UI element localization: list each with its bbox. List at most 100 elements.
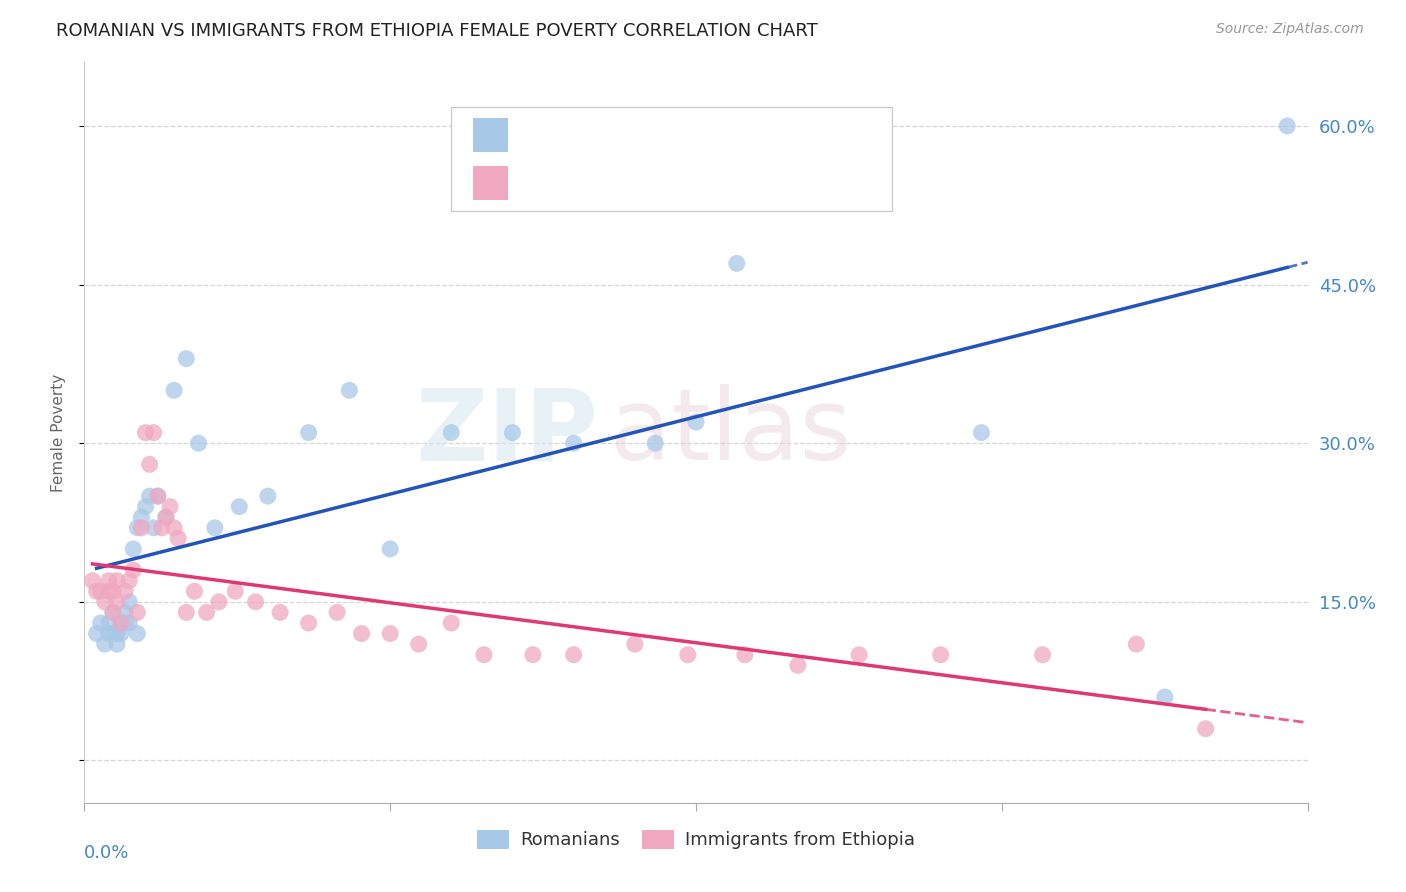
Point [1125,637,1147,651]
Point [159,500,181,514]
Point [150,521,173,535]
Point [676,648,699,662]
Point [472,648,495,662]
Point [118,615,141,630]
Point [408,637,430,651]
Point [97,574,120,588]
Point [105,574,128,588]
Point [339,384,361,398]
Point [848,648,870,662]
Point [101,606,124,620]
Point [86,584,108,599]
Point [86,626,108,640]
Point [155,510,177,524]
Point [624,637,647,651]
Point [644,436,666,450]
Y-axis label: Female Poverty: Female Poverty [51,374,66,491]
Point [440,615,463,630]
Point [380,541,402,556]
Point [97,626,120,640]
Point [146,489,169,503]
Legend: Romanians, Immigrants from Ethiopia: Romanians, Immigrants from Ethiopia [470,822,922,856]
Point [122,563,145,577]
Point [208,595,231,609]
Point [105,595,128,609]
Point [183,584,205,599]
Point [326,606,349,620]
Point [155,510,177,524]
Point [298,425,321,440]
Point [101,584,124,599]
Point [105,626,128,640]
Point [562,648,585,662]
FancyBboxPatch shape [474,119,508,152]
Point [97,584,120,599]
Point [929,648,952,662]
Point [118,595,141,609]
Point [1195,722,1218,736]
Point [174,351,197,366]
Point [195,606,218,620]
Point [725,256,748,270]
Point [135,425,157,440]
Point [350,626,373,640]
Point [187,436,209,450]
Point [90,584,112,599]
Point [167,532,190,546]
Point [204,521,226,535]
Point [118,574,141,588]
Point [90,615,112,630]
FancyBboxPatch shape [451,107,891,211]
Point [142,425,165,440]
Text: ROMANIAN VS IMMIGRANTS FROM ETHIOPIA FEMALE POVERTY CORRELATION CHART: ROMANIAN VS IMMIGRANTS FROM ETHIOPIA FEM… [56,22,818,40]
Text: 0.0%: 0.0% [84,844,129,862]
Point [93,637,115,651]
Point [110,626,132,640]
Point [127,606,149,620]
Point [101,626,124,640]
Text: Source: ZipAtlas.com: Source: ZipAtlas.com [1216,22,1364,37]
Point [502,425,524,440]
Point [734,648,756,662]
Point [224,584,246,599]
Point [1277,119,1299,133]
Point [138,489,160,503]
Point [807,171,830,186]
FancyBboxPatch shape [474,167,508,200]
Point [131,521,153,535]
Point [127,521,149,535]
Point [1154,690,1177,704]
Point [114,606,136,620]
Point [522,648,544,662]
Text: R = -0.372   N = 50: R = -0.372 N = 50 [522,174,714,193]
Point [101,606,124,620]
Point [174,606,197,620]
Point [787,658,810,673]
Text: R =  0.346   N = 43: R = 0.346 N = 43 [522,126,714,145]
Point [105,637,128,651]
Point [298,615,321,630]
Point [110,615,132,630]
Point [685,415,707,429]
Point [127,626,149,640]
Point [122,541,145,556]
Point [138,458,160,472]
Point [380,626,402,640]
Point [135,500,157,514]
Point [110,615,132,630]
Point [245,595,267,609]
Text: ZIP: ZIP [415,384,598,481]
Point [440,425,463,440]
Point [131,510,153,524]
Point [97,615,120,630]
Point [163,384,186,398]
Point [970,425,993,440]
Point [1032,648,1054,662]
Point [562,436,585,450]
Point [146,489,169,503]
Point [163,521,186,535]
Point [142,521,165,535]
Text: atlas: atlas [610,384,852,481]
Point [257,489,280,503]
Point [269,606,291,620]
